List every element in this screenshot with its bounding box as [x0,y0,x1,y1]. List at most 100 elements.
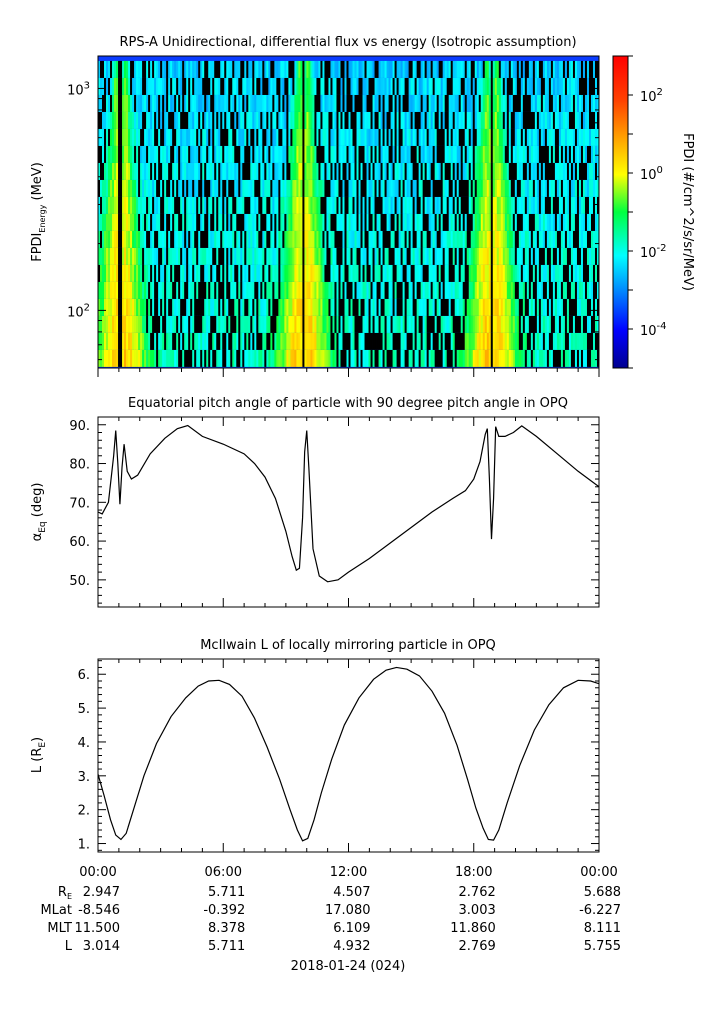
spectrogram-cell [286,60,289,78]
spectrogram-cell [308,179,311,197]
spectrogram-cell [562,298,566,316]
spectrogram-cell [374,179,377,197]
spectrogram-cell [152,128,155,146]
spectrogram-cell [288,60,291,78]
spectrogram-cell [450,315,454,333]
spectrogram-cell [414,349,418,367]
spectrogram-cell [418,196,422,214]
spectrogram-cell [354,94,357,112]
spectrogram-cell [398,145,401,163]
spectrogram-cell [202,281,205,299]
spectrogram-cell [450,145,454,163]
spectrogram-cell [110,315,113,333]
spectrogram-cell [148,94,151,112]
spectrogram-cell [582,196,586,214]
spectrogram-cell [282,264,285,282]
spectrogram-cell [578,281,582,299]
spectrogram-cell [122,179,125,197]
spectrogram-cell [202,332,205,350]
spectrogram-cell [490,213,494,231]
spectrogram-cell [146,162,149,180]
spectrogram-cell [272,111,275,129]
spectrogram-cell [216,111,219,129]
spectrogram-cell [206,281,209,299]
spectrogram-cell [124,77,127,95]
spectrogram-cell [190,60,193,78]
spectrogram-cell [336,332,339,350]
spectrogram-cell [340,332,343,350]
spectrogram-cell [116,230,119,248]
spectrogram-cell [428,281,432,299]
spectrogram-cell [252,77,255,95]
spectrogram-cell [354,128,357,146]
spectrogram-cell [230,315,233,333]
spectrogram-cell [582,298,586,316]
spectrogram-cell [262,196,265,214]
spectrogram-cell [108,196,111,214]
spectrogram-cell [202,315,205,333]
spectrogram-cell [278,332,281,350]
spectrogram-cell [558,230,562,248]
spectrogram-cell [562,60,566,78]
spectrogram-cell [466,213,470,231]
spectrogram-cell [124,60,127,78]
spectrogram-cell [450,94,454,112]
spectrogram-cell [456,94,460,112]
spectrogram-cell [194,179,197,197]
spectrogram-cell [510,179,514,197]
spectrogram-cell [448,298,452,316]
spectrogram-cell [458,94,462,112]
spectrogram-cell [350,128,353,146]
spectrogram-cell [352,145,355,163]
spectrogram-cell [418,230,422,248]
spectrogram-cell [580,230,584,248]
spectrogram-cell [386,281,389,299]
spectrogram-cell [288,230,291,248]
spectrogram-cell [572,247,576,265]
spectrogram-cell [534,315,538,333]
spectrogram-cell [296,60,299,78]
spectrogram-cell [476,60,480,78]
spectrogram-cell [444,162,448,180]
spectrogram-cell [554,94,558,112]
spectrogram-cell [224,315,227,333]
spectrogram-cell [490,230,494,248]
spectrogram-cell [442,230,446,248]
spectrogram-cell [276,264,279,282]
spectrogram-cell [142,111,145,129]
spectrogram-cell [204,128,207,146]
spectrogram-cell [362,298,365,316]
spectrogram-cell [462,349,466,367]
spectrogram-cell [114,264,117,282]
spectrogram-cell [464,349,468,367]
spectrogram-cell [490,298,494,316]
spectrogram-cell [154,247,157,265]
spectrogram-cell [566,179,570,197]
ephemeris-value: 8.111 [584,921,621,936]
spectrogram-cell [300,111,303,129]
spectrogram-cell [198,213,201,231]
spectrogram-cell [202,128,205,146]
spectrogram-cell [260,162,263,180]
spectrogram-cell [106,179,109,197]
spectrogram-cell [246,77,249,95]
spectrogram-cell [512,247,516,265]
spectrogram-cell [466,145,470,163]
spectrogram-cell [292,230,295,248]
spectrogram-cell [258,77,261,95]
spectrogram-cell [460,315,464,333]
spectrogram-cell [328,315,331,333]
spectrogram-cell [282,128,285,146]
spectrogram-cell [198,247,201,265]
spectrogram-cell [140,196,143,214]
spectrogram-cell [364,179,367,197]
spectrogram-cell [146,298,149,316]
spectrogram-cell [472,128,476,146]
spectrogram-cell [328,230,331,248]
spectrogram-cell [394,264,397,282]
spectrogram-cell [286,213,289,231]
spectrogram-cell [470,230,474,248]
spectrogram-cell [518,162,522,180]
spectrogram-cell [162,128,165,146]
